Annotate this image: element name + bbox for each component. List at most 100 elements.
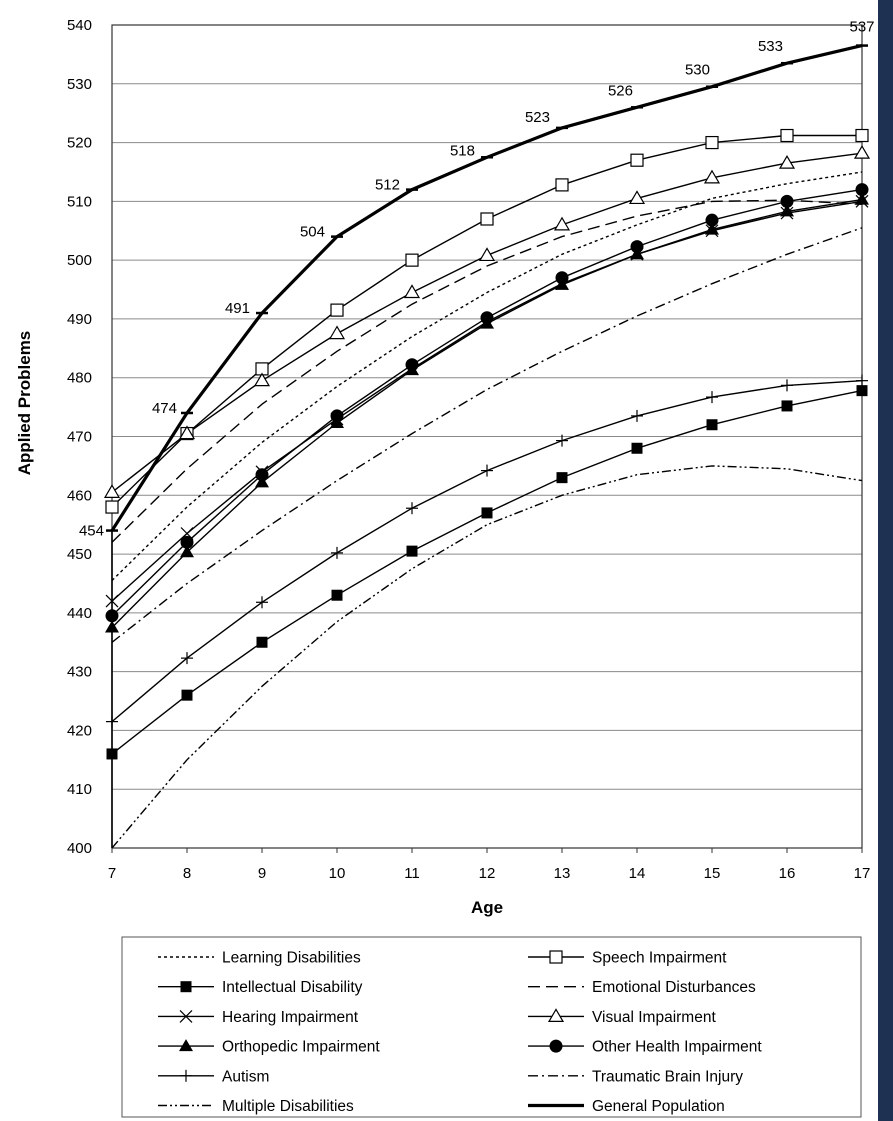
data-point-visual-impairment (178, 425, 196, 440)
data-label: 523 (525, 109, 550, 126)
data-point-autism (406, 502, 418, 515)
data-point-visual-impairment (778, 154, 796, 169)
data-point-visual-impairment (553, 216, 571, 231)
data-point-visual-impairment (853, 144, 871, 159)
data-label: 526 (608, 82, 633, 99)
series-line-emotional-disturbances (111, 199, 863, 543)
legend-label: Speech Impairment (592, 950, 727, 967)
data-point-intellectual-disability (256, 636, 268, 648)
legend-item-autism: Autism (158, 1068, 269, 1085)
x-tick-label: 11 (404, 865, 420, 882)
data-point-visual-impairment (103, 484, 121, 498)
data-point-autism (181, 652, 193, 665)
data-point-autism (556, 434, 568, 447)
data-point-autism (481, 464, 493, 477)
series-line-learning-disabilities (111, 171, 863, 581)
data-point-visual-impairment (403, 284, 421, 299)
legend-item-hearing-impairment: Hearing Impairment (158, 1009, 359, 1026)
legend-item-emotional-disturbances: Emotional Disturbances (528, 979, 756, 996)
y-tick-label: 530 (67, 76, 92, 93)
data-point-other-health-impairment (780, 194, 794, 208)
data-point-visual-impairment (478, 247, 496, 262)
y-tick-label: 460 (67, 487, 92, 504)
legend-label: Orthopedic Impairment (222, 1039, 380, 1056)
data-point-orthopedic-impairment (855, 192, 869, 205)
data-point-intellectual-disability (106, 748, 118, 760)
x-tick-label: 8 (183, 865, 191, 882)
data-label: 530 (685, 62, 710, 79)
data-point-autism (781, 379, 793, 392)
data-point-speech-impairment (780, 128, 794, 143)
legend-label: Traumatic Brain Injury (592, 1068, 743, 1085)
data-point-orthopedic-impairment (780, 204, 794, 217)
y-tick-label: 420 (67, 722, 92, 739)
data-point-orthopedic-impairment (630, 247, 644, 260)
legend-label: General Population (592, 1098, 725, 1115)
data-point-other-health-impairment (705, 213, 719, 227)
data-point-speech-impairment (480, 212, 494, 226)
legend-label: Multiple Disabilities (222, 1098, 354, 1115)
data-point-other-health-impairment (405, 358, 419, 372)
data-point-speech-impairment (630, 153, 644, 167)
data-point-speech-impairment (855, 128, 869, 143)
data-label: 504 (300, 224, 325, 241)
y-tick-label: 450 (67, 546, 92, 563)
x-tick-label: 12 (479, 865, 496, 882)
data-point-other-health-impairment (555, 271, 569, 285)
legend-swatch-marker (549, 950, 563, 964)
legend-label: Intellectual Disability (222, 979, 363, 996)
data-point-other-health-impairment (330, 409, 344, 423)
y-tick-label: 400 (67, 840, 92, 857)
data-point-visual-impairment (703, 169, 721, 184)
data-label: 474 (152, 400, 177, 417)
data-label: 533 (758, 38, 783, 55)
data-point-autism (331, 546, 343, 559)
data-point-intellectual-disability (406, 545, 418, 557)
data-point-other-health-impairment (480, 311, 494, 325)
y-tick-label: 520 (67, 135, 92, 152)
data-point-intellectual-disability (781, 400, 793, 412)
legend-item-speech-impairment: Speech Impairment (528, 950, 727, 967)
x-tick-label: 13 (554, 865, 571, 882)
axis-ticks: 400 410 420 430 440 450 460 470 480 490 500 510 520 5… (67, 17, 870, 882)
legend-item-traumatic-brain-injury: Traumatic Brain Injury (528, 1068, 743, 1085)
data-point-intellectual-disability (856, 385, 868, 397)
data-point-intellectual-disability (631, 442, 643, 454)
legend-swatch-marker (547, 1008, 565, 1023)
y-axis-label: Applied Problems (15, 331, 34, 476)
data-point-other-health-impairment (630, 240, 644, 254)
legend-swatch-marker (180, 981, 192, 993)
legend-item-intellectual-disability: Intellectual Disability (158, 979, 363, 996)
y-tick-label: 430 (67, 664, 92, 681)
legend-item-other-health-impairment: Other Health Impairment (528, 1039, 762, 1056)
data-label: 537 (849, 19, 874, 36)
data-point-autism (856, 374, 868, 387)
data-point-visual-impairment (628, 190, 646, 205)
data-point-autism (631, 409, 643, 422)
x-marker-stroke (179, 1009, 193, 1023)
annotations: 454 474 491 504 512 518 523 526 530 533 537 (79, 19, 875, 540)
y-tick-label: 470 (67, 429, 92, 446)
series-line-traumatic-brain-injury (111, 227, 863, 643)
y-tick-label: 510 (67, 193, 92, 210)
data-point-other-health-impairment (855, 183, 869, 197)
legend-swatch-marker (179, 1039, 193, 1052)
data-point-visual-impairment (253, 372, 271, 387)
data-point-intellectual-disability (331, 589, 343, 601)
data-point-hearing-impairment (105, 594, 119, 608)
legend: Learning Disabilities Speech Impairment In… (121, 936, 862, 1118)
y-tick-label: 540 (67, 17, 92, 34)
legend-label: Autism (222, 1068, 269, 1085)
data-point-intellectual-disability (556, 472, 568, 484)
data-point-orthopedic-impairment (255, 475, 269, 488)
data-point-speech-impairment (330, 303, 344, 317)
legend-label: Other Health Impairment (592, 1039, 762, 1056)
legend-item-multiple-disabilities: Multiple Disabilities (158, 1098, 354, 1115)
data-point-speech-impairment (705, 135, 719, 150)
data-label: 491 (225, 300, 250, 317)
data-point-autism (106, 715, 118, 728)
y-tick-label: 480 (67, 370, 92, 387)
data-point-intellectual-disability (481, 507, 493, 519)
